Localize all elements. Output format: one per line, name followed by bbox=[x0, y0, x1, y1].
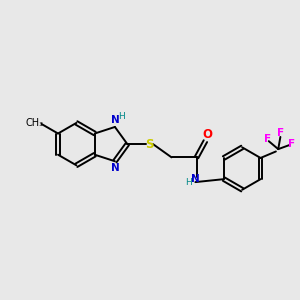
Text: F: F bbox=[277, 128, 284, 139]
Text: N: N bbox=[110, 116, 119, 125]
Text: O: O bbox=[202, 128, 212, 141]
Text: CH₃: CH₃ bbox=[26, 118, 44, 128]
Text: N: N bbox=[191, 174, 200, 184]
Text: H: H bbox=[118, 112, 125, 121]
Text: H: H bbox=[185, 178, 192, 188]
Text: F: F bbox=[264, 134, 271, 144]
Text: N: N bbox=[110, 163, 119, 173]
Text: F: F bbox=[288, 139, 295, 149]
Text: S: S bbox=[145, 138, 154, 151]
